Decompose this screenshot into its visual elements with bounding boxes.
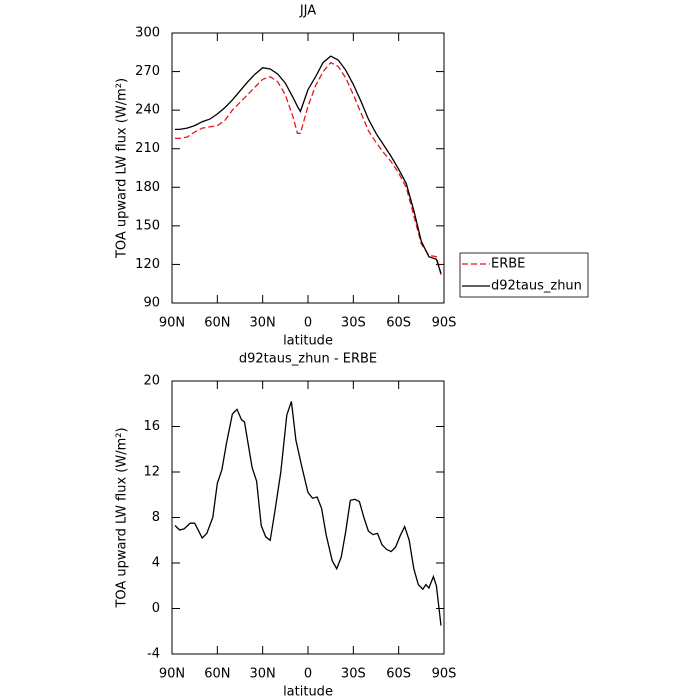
x-tick-label: 30N	[250, 316, 276, 331]
y-tick-label: 270	[135, 64, 160, 79]
chart-title: d92taus_zhun - ERBE	[239, 352, 377, 367]
legend-box	[459, 252, 589, 298]
legend-label: d92taus_zhun	[491, 279, 582, 294]
plot-frame	[171, 32, 445, 304]
legend-label: ERBE	[491, 257, 525, 272]
y-tick-label: 300	[135, 26, 160, 41]
x-tick-label: 60S	[386, 316, 411, 331]
x-tick-label: 30S	[341, 316, 366, 331]
y-tick-label: 240	[135, 103, 160, 118]
x-tick-label: 30S	[341, 667, 366, 682]
x-tick-label: 30N	[250, 667, 276, 682]
y-axis-label: TOA upward LW flux (W/m²)	[115, 78, 130, 259]
x-axis-label: latitude	[283, 685, 333, 700]
y-tick-label: 20	[143, 374, 160, 389]
x-tick-label: 60N	[204, 667, 230, 682]
y-tick-label: 90	[143, 296, 160, 311]
y-tick-label: 210	[135, 141, 160, 156]
x-tick-label: 0	[304, 667, 312, 682]
x-tick-label: 90N	[159, 316, 185, 331]
x-tick-label: 90S	[432, 667, 457, 682]
y-tick-label: 180	[135, 180, 160, 195]
y-tick-label: 16	[143, 419, 160, 434]
y-tick-label: 150	[135, 218, 160, 233]
y-tick-label: 0	[152, 601, 160, 616]
x-tick-label: 60S	[386, 667, 411, 682]
y-axis-label: TOA upward LW flux (W/m²)	[115, 427, 130, 608]
x-tick-label: 90N	[159, 667, 185, 682]
x-tick-label: 90S	[432, 316, 457, 331]
y-tick-label: 8	[152, 510, 160, 525]
data-line	[175, 55, 442, 274]
x-tick-label: 60N	[204, 316, 230, 331]
x-tick-label: 0	[304, 316, 312, 331]
y-tick-label: 4	[152, 556, 160, 571]
y-tick-label: 12	[143, 465, 160, 480]
chart-title: JJA	[299, 4, 316, 19]
y-tick-label: 120	[135, 257, 160, 272]
data-line	[174, 401, 442, 626]
x-axis-label: latitude	[283, 334, 333, 349]
y-tick-label: -4	[147, 647, 160, 662]
data-line	[175, 61, 442, 275]
